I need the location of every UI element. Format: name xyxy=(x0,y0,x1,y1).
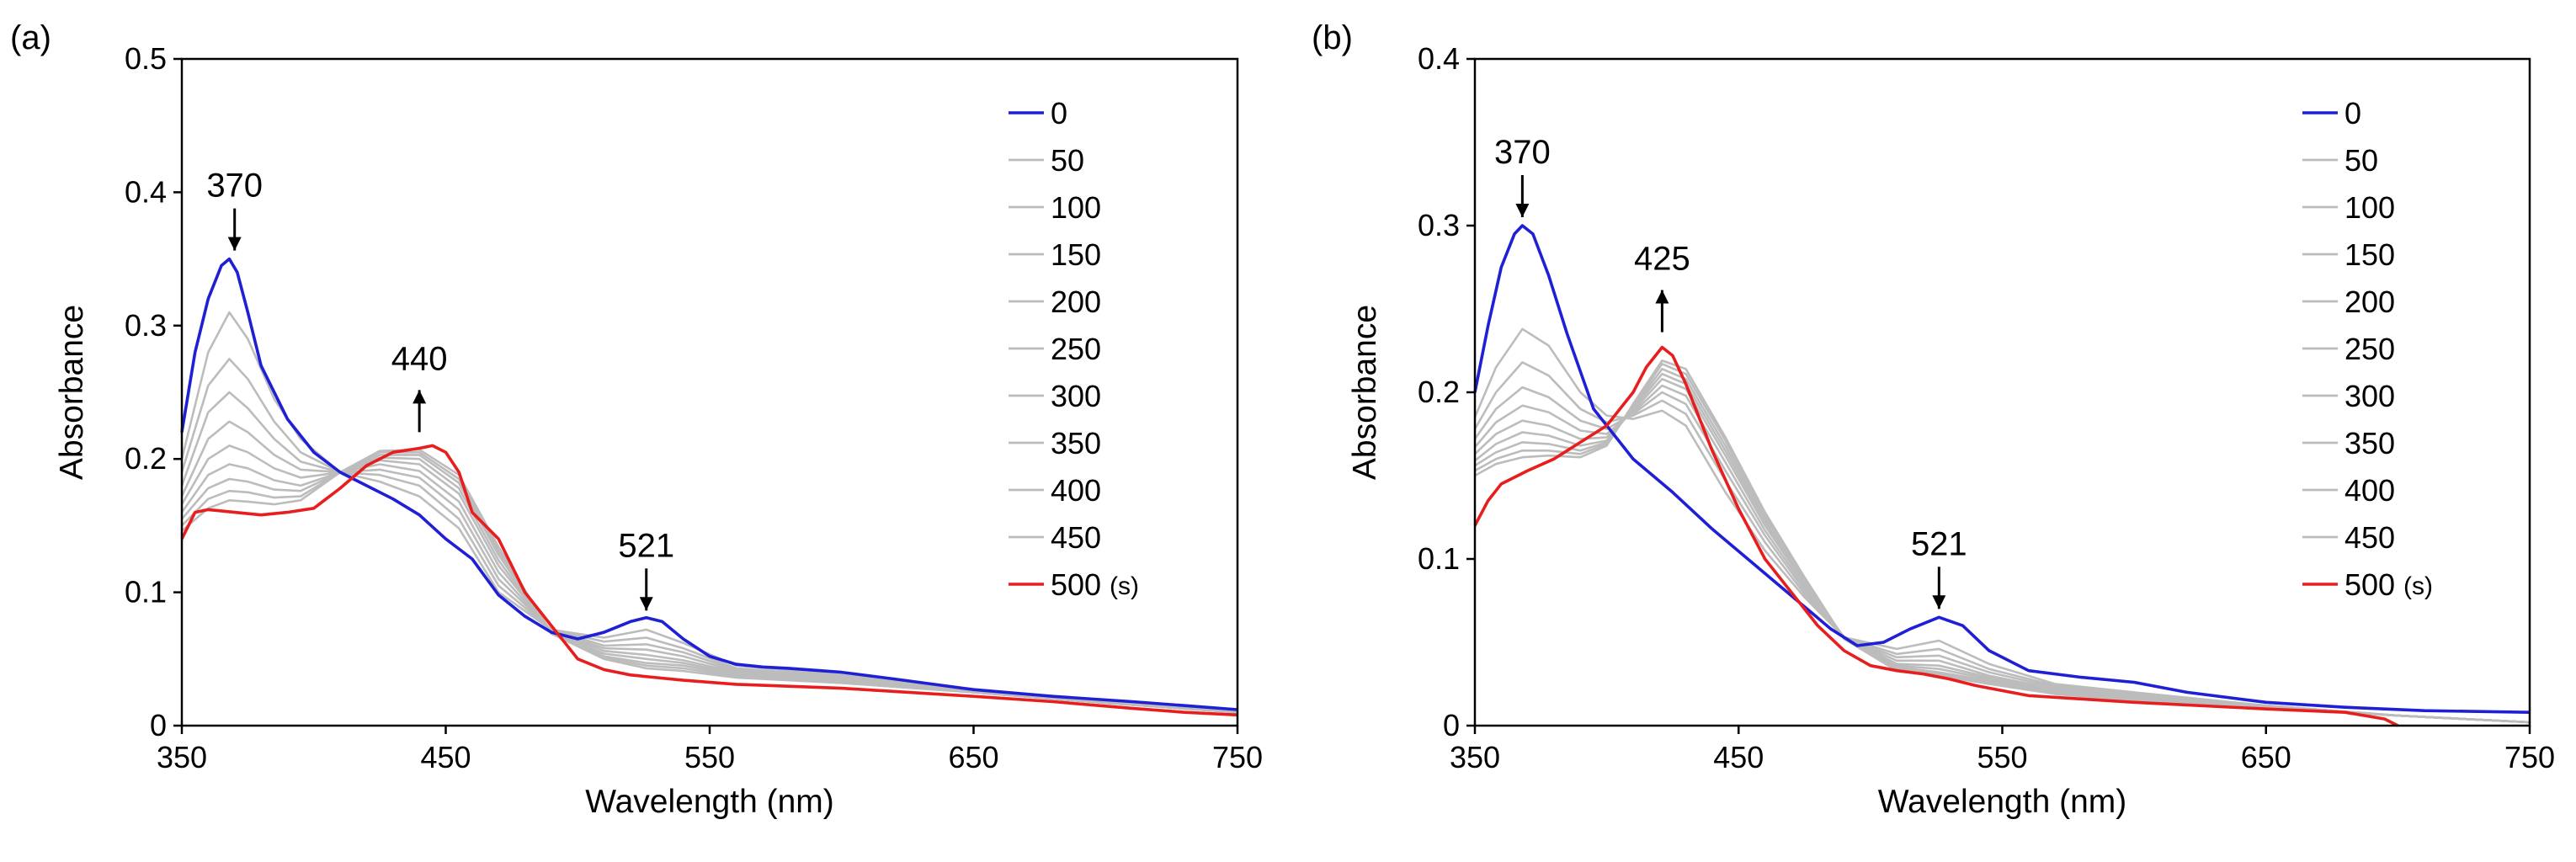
x-tick-label: 750 xyxy=(2504,740,2555,774)
y-axis-label: Absorbance xyxy=(1347,305,1383,480)
legend-label: 150 xyxy=(1051,237,1101,272)
legend-label: 400 xyxy=(1051,473,1101,508)
x-tick-label: 350 xyxy=(157,740,207,774)
series-line-50 xyxy=(180,311,1238,712)
series-line-100 xyxy=(180,358,1238,712)
legend-label: 500 xyxy=(2344,567,2395,602)
peak-label: 370 xyxy=(1494,134,1551,171)
y-tick-label: 0 xyxy=(150,708,167,742)
y-tick-label: 0.2 xyxy=(1418,375,1460,409)
legend-label: 200 xyxy=(2344,285,2395,319)
y-tick-label: 0.5 xyxy=(125,41,167,76)
peak-label: 440 xyxy=(391,340,448,377)
series-line-200 xyxy=(180,420,1238,714)
series-line-450 xyxy=(181,448,1238,714)
panel-a: (a) 0 0.1 0.2 0.3 0.4 0.5 350 450 550 650 750 Wavele… xyxy=(10,19,1263,820)
legend-label: 450 xyxy=(1051,520,1101,555)
panel-tag: (a) xyxy=(10,19,51,56)
legend-label: 500 xyxy=(1051,567,1101,602)
series-line-500 xyxy=(1473,345,2399,727)
x-tick-label: 450 xyxy=(420,740,471,774)
arrow-head-icon xyxy=(227,237,242,251)
series-line-350 xyxy=(1474,367,2531,724)
y-tick-label: 0.4 xyxy=(125,174,167,209)
legend-label: 150 xyxy=(2344,237,2395,272)
x-tick-label: 650 xyxy=(2241,740,2291,774)
series-line-150 xyxy=(1473,386,2531,724)
x-tick-label: 350 xyxy=(1450,740,1500,774)
legend-label: 300 xyxy=(2344,379,2395,413)
legend-label: 100 xyxy=(1051,190,1101,225)
series-line-100 xyxy=(1473,361,2531,724)
peak-annotation: 370 xyxy=(206,168,263,251)
legend-label: 0 xyxy=(1051,96,1067,130)
x-tick-label: 750 xyxy=(1212,740,1263,774)
legend-label: 50 xyxy=(2344,143,2378,178)
y-tick-label: 0.3 xyxy=(125,308,167,343)
y-tick-label: 0.1 xyxy=(125,575,167,609)
x-tick-label: 550 xyxy=(684,740,735,774)
y-tick-label: 0.4 xyxy=(1418,41,1460,76)
x-axis-label: Wavelength (nm) xyxy=(585,784,834,820)
x-tick-label: 450 xyxy=(1713,740,1764,774)
y-tick-label: 0.2 xyxy=(125,441,167,476)
peak-label: 425 xyxy=(1634,241,1690,278)
series-line-0 xyxy=(180,257,1238,711)
legend-unit: (s) xyxy=(1110,572,1139,600)
legend-label: 350 xyxy=(2344,426,2395,460)
series-line-150 xyxy=(180,391,1238,714)
peak-annotation: 521 xyxy=(618,527,674,611)
series-line-50 xyxy=(1473,327,2531,724)
arrow-head-icon xyxy=(1515,204,1530,217)
peak-annotation: 440 xyxy=(391,340,448,433)
legend-label: 250 xyxy=(2344,332,2395,366)
series-line-250 xyxy=(1474,377,2531,724)
legend-label: 50 xyxy=(1051,143,1084,178)
y-tick-label: 0.3 xyxy=(1418,208,1460,242)
y-axis-label: Absorbance xyxy=(54,305,90,480)
legend-label: 250 xyxy=(1051,332,1101,366)
arrow-head-icon xyxy=(412,390,427,404)
panel-tag: (b) xyxy=(1312,19,1353,56)
legend-label: 300 xyxy=(1051,379,1101,413)
legend-label: 350 xyxy=(1051,426,1101,460)
series-line-0 xyxy=(1473,224,2531,714)
series-line-300 xyxy=(180,456,1238,714)
legend-label: 100 xyxy=(2344,190,2395,225)
peak-annotation: 370 xyxy=(1494,134,1551,217)
peak-label: 521 xyxy=(1911,525,1967,562)
peak-annotation: 521 xyxy=(1911,525,1967,609)
arrow-head-icon xyxy=(1932,595,1946,609)
series-line-500 xyxy=(180,444,1238,717)
arrow-head-icon xyxy=(1655,290,1669,304)
legend-label: 450 xyxy=(2344,520,2395,555)
legend: 0 50 100 150 200 250 300 350 400 450 500 (s) xyxy=(1009,96,1139,602)
legend-label: 400 xyxy=(2344,473,2395,508)
y-tick-label: 0 xyxy=(1443,708,1460,742)
legend-label: 0 xyxy=(2344,96,2361,130)
y-tick-label: 0.1 xyxy=(1418,541,1460,576)
peak-label: 521 xyxy=(618,527,674,564)
legend: 0 50 100 150 200 250 300 350 400 450 500 (s) xyxy=(2302,96,2433,602)
peak-annotation: 425 xyxy=(1634,241,1690,333)
legend-unit: (s) xyxy=(2403,572,2433,600)
panel-b: (b) 0 0.1 0.2 0.3 0.4 350 450 550 650 750 Wavelengt… xyxy=(1312,19,2555,820)
arrow-head-icon xyxy=(639,597,653,611)
x-tick-label: 550 xyxy=(1977,740,2027,774)
legend-label: 200 xyxy=(1051,285,1101,319)
x-axis-label: Wavelength (nm) xyxy=(1878,784,2127,820)
x-tick-label: 650 xyxy=(948,740,998,774)
peak-label: 370 xyxy=(206,168,263,205)
